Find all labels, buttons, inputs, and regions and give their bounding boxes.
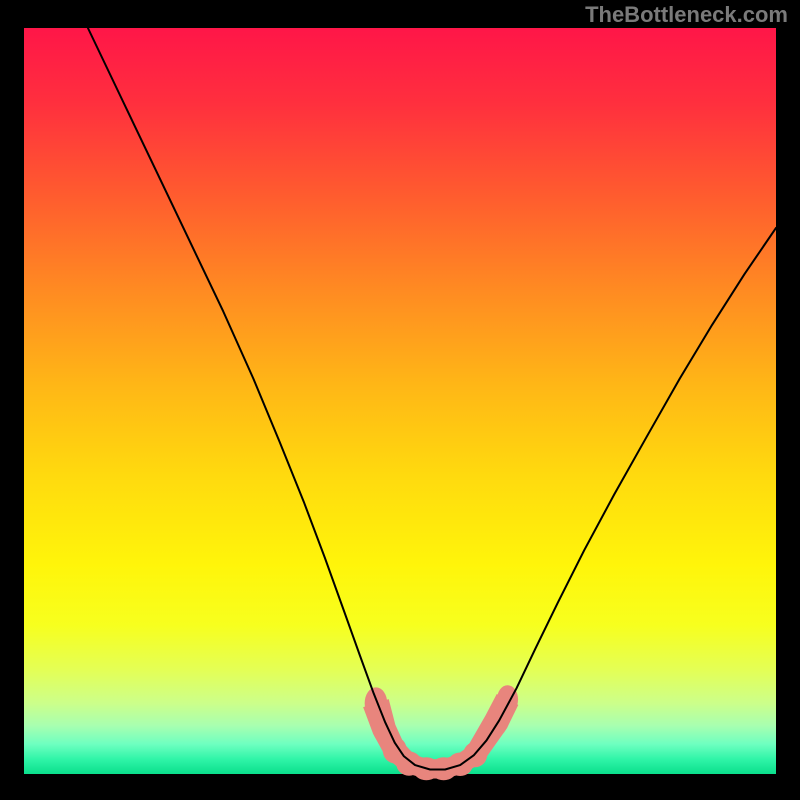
bottleneck-chart: TheBottleneck.com [0,0,800,800]
chart-root: TheBottleneck.com [0,0,800,800]
plot-background [24,28,776,774]
watermark-text: TheBottleneck.com [585,2,788,27]
